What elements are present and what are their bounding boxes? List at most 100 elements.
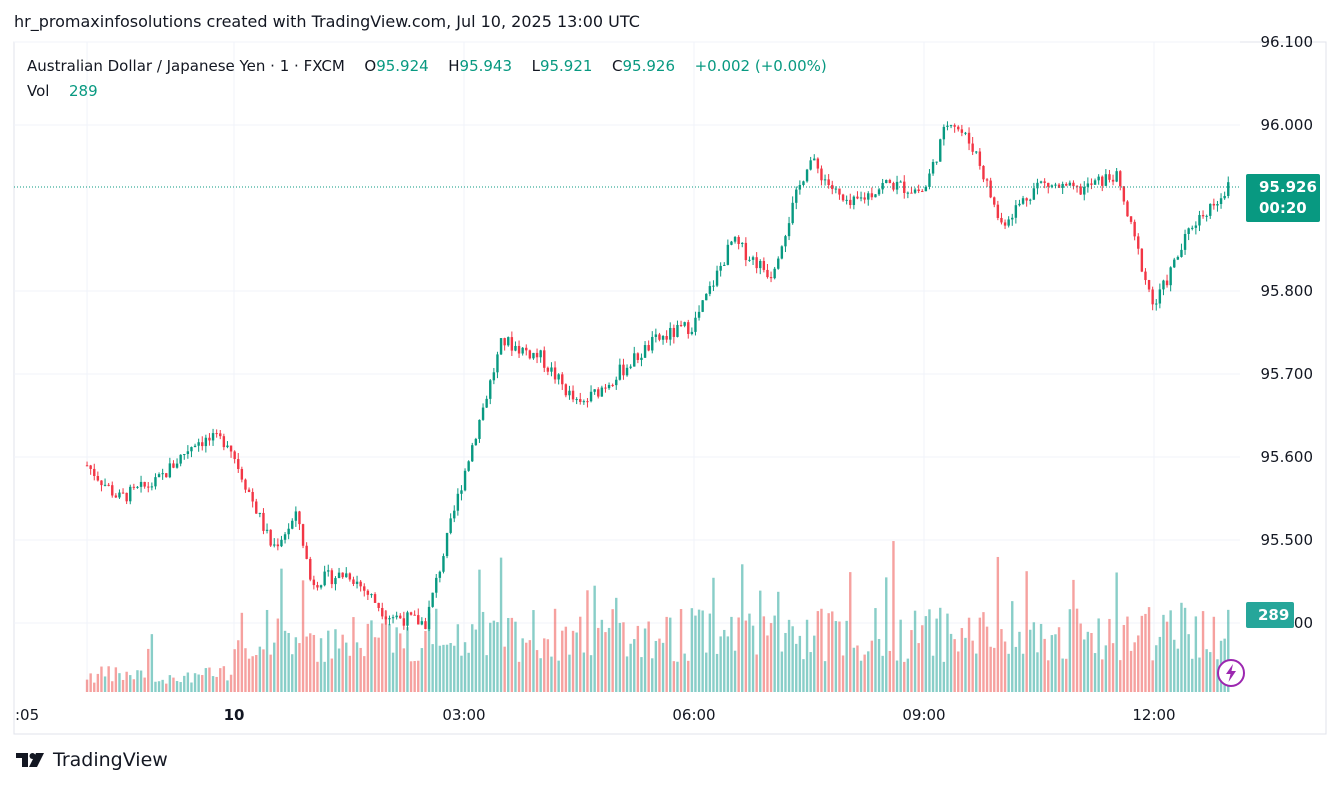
candle-body [708,286,712,294]
candle-body [1212,203,1216,206]
volume-bar [197,674,200,692]
candle-body [625,367,629,376]
volume-bar [744,620,748,692]
candle-body [1227,182,1230,196]
volume-bar [1115,572,1118,692]
symbol-label[interactable]: Australian Dollar / Japanese Yen · 1 · F… [27,57,345,75]
volume-bar [442,644,445,692]
lightning-bolt-icon[interactable] [1216,658,1246,688]
candle-body [107,484,110,486]
volume-bar [1047,660,1050,692]
volume-bar [204,668,208,692]
candle-body [787,223,791,237]
volume-bar [499,557,503,692]
candle-body [355,581,359,584]
candle-body [312,579,316,586]
volume-bar [690,608,694,692]
candle-body [190,447,193,452]
volume-bar [413,661,416,692]
volume-bar [427,613,431,692]
volume-bar [582,652,586,692]
candle-body [251,491,254,502]
candle-body [546,367,550,372]
candle-body [989,180,992,198]
volume-bar [813,635,816,692]
candle-body [1223,195,1226,199]
volume-bar [874,608,877,692]
candle-body [942,126,946,140]
volume-bar [917,643,920,692]
volume-bar [849,572,852,692]
candle-body [474,438,478,446]
candle-body [136,486,139,488]
candle-body [820,168,823,181]
volume-bar [445,644,449,692]
volume-bar [165,683,168,692]
candle-body [640,357,643,360]
volume-bar [1029,629,1032,692]
grid-lines [14,41,1240,692]
volume-bar [456,624,460,692]
candle-body [381,607,384,617]
volume-bar [953,639,956,692]
candle-body [201,442,204,447]
candle-body [262,512,265,531]
candle-body [913,189,917,193]
volume-bar [1137,635,1140,692]
time-tick-label: :05 [15,706,39,724]
candle-body [654,334,658,337]
volume-bar [355,642,359,692]
candle-body [543,350,546,368]
volume-bar [406,627,409,692]
volume-bar [258,646,262,692]
candle-body [748,259,751,261]
candle-body [701,300,704,312]
candle-body [165,473,168,478]
volume-bar [370,620,373,692]
volume-bar [294,637,298,692]
candle-body [582,401,586,403]
candle-body [125,492,128,502]
candle-body [377,602,380,608]
volume-bar [701,610,704,692]
candle-body [1097,176,1100,181]
candle-body [1032,188,1036,200]
volume-bar [935,618,938,692]
volume-value: 289 [69,82,98,100]
volume-bar [460,655,463,692]
volume-bar [1180,602,1183,692]
volume-bar [863,654,866,692]
volume-bar [787,619,791,692]
volume-bar [154,681,157,692]
volume-bar [161,679,164,692]
candle-body [766,269,769,278]
volume-bar [211,676,215,692]
volume-bar [845,620,848,692]
volume-bar [219,668,222,692]
volume-bar [388,624,391,692]
candle-body [561,374,564,385]
candle-body [971,143,974,152]
candle-body [1198,215,1201,226]
candle-body [949,125,953,127]
candle-body [1065,183,1068,186]
candle-body [1180,249,1183,257]
volume-bar [647,621,650,692]
volume-bar [492,620,496,692]
candle-body [1155,303,1158,305]
volume-bar [93,682,96,692]
candle-body [1047,182,1050,187]
candle-body [467,461,470,471]
volume-bar [1104,645,1108,692]
volume-label[interactable]: Vol [27,82,50,100]
candle-body [305,545,308,559]
candle-body [460,490,463,494]
brand-footer[interactable]: TradingView [16,749,168,771]
last-volume-badge: 289 [1246,602,1294,628]
volume-bar [906,658,910,692]
candle-body [507,337,510,346]
candle-body [363,586,366,591]
candle-body [694,317,697,332]
candle-body [1018,203,1021,206]
